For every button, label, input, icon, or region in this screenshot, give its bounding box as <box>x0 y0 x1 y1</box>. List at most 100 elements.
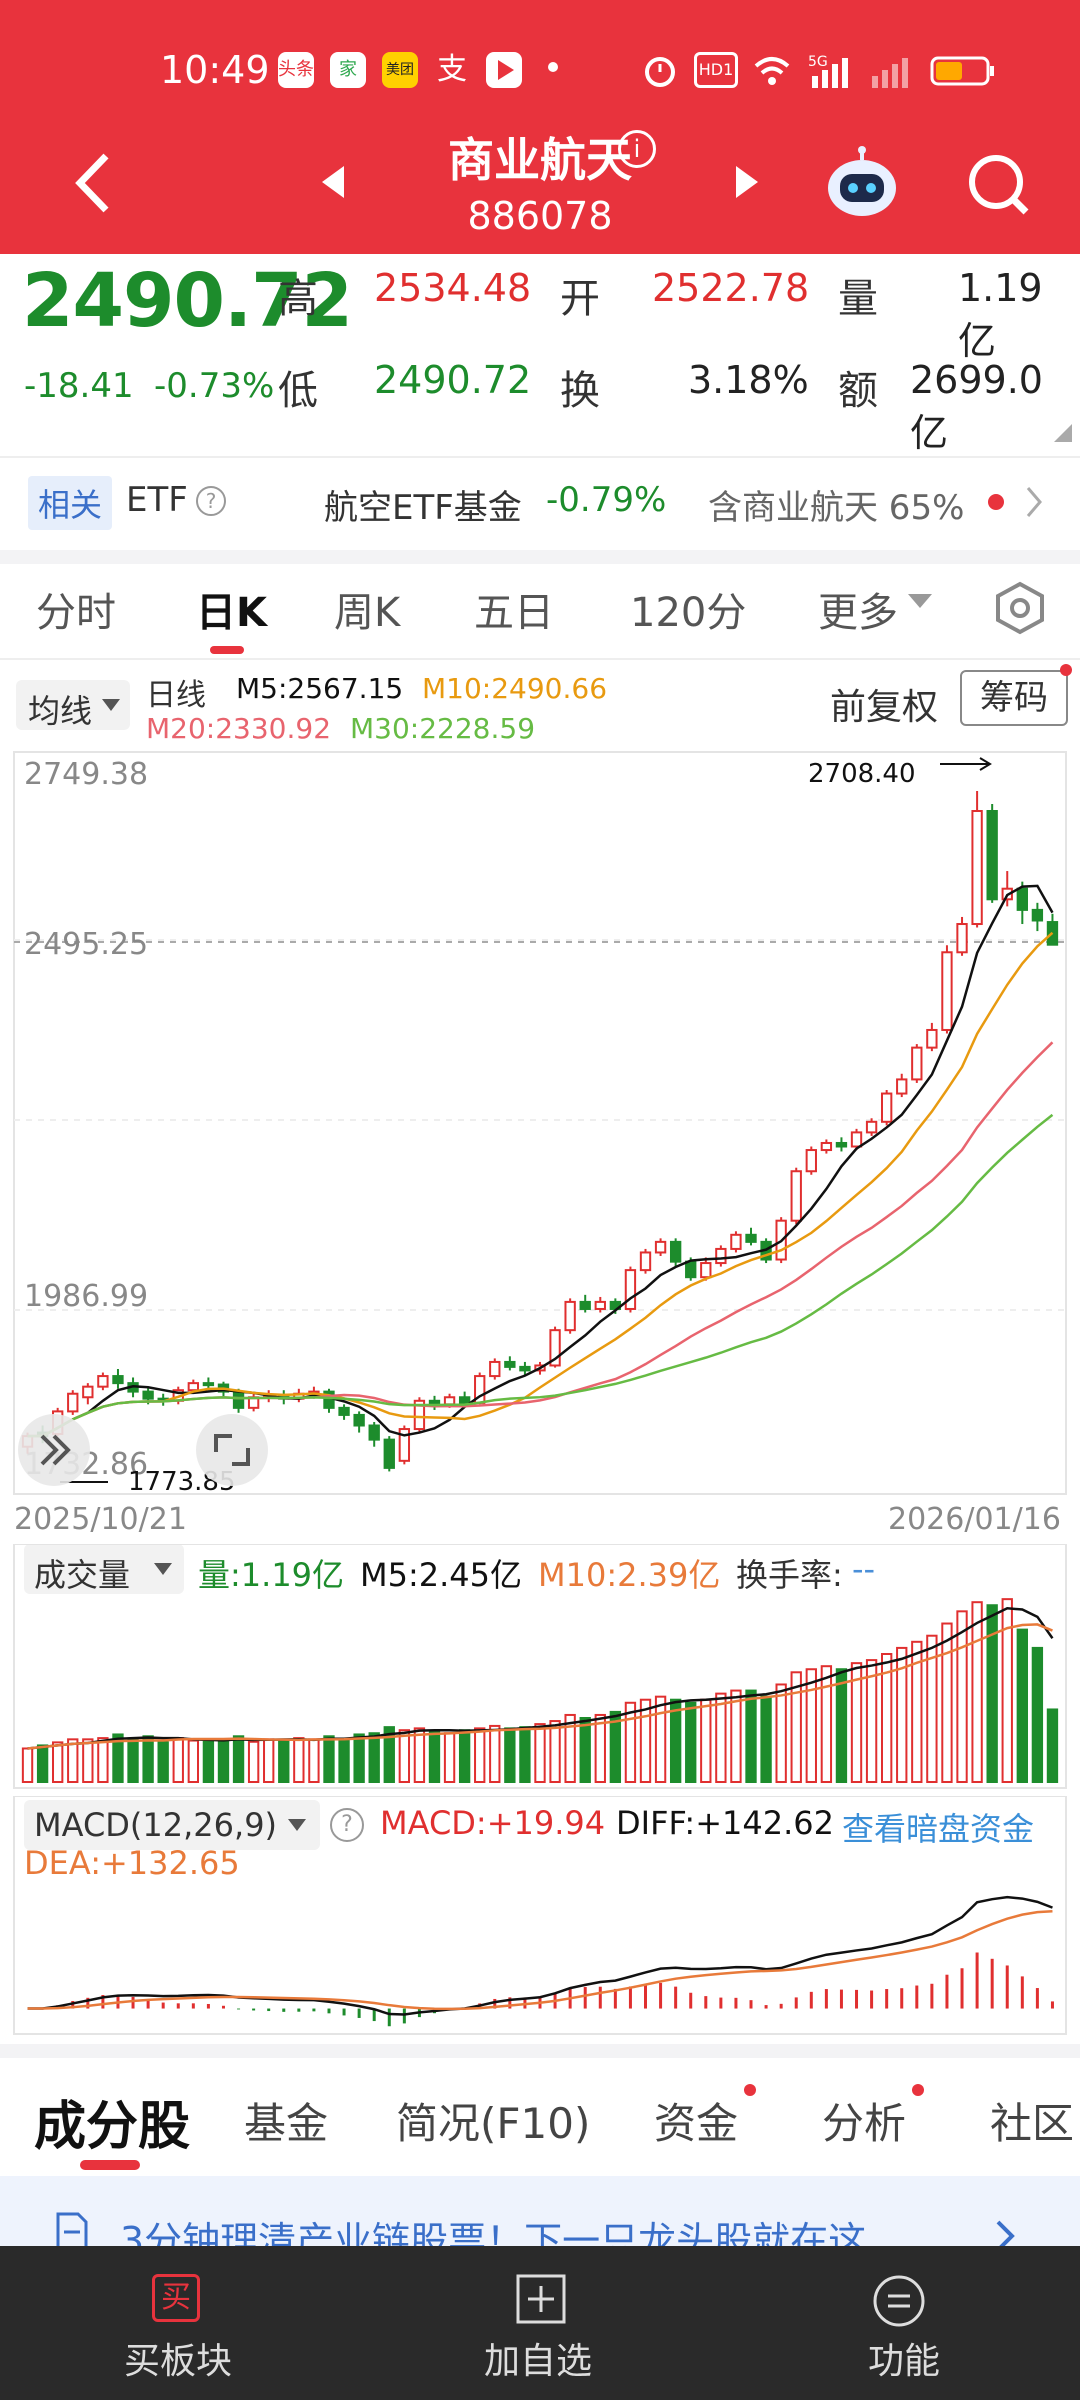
tab-daily-k[interactable]: 日K <box>196 590 267 636</box>
nav-buy-sector[interactable]: 买 买板块 <box>100 2246 260 2400</box>
high-label: 高 <box>278 276 318 322</box>
tab-capital-dot-icon <box>744 2084 756 2096</box>
dea-value: DEA:+132.65 <box>24 1844 240 1882</box>
volume-bar <box>187 1739 200 1784</box>
volume-bar <box>443 1732 456 1784</box>
macd-help-icon[interactable]: ? <box>330 1808 364 1842</box>
volume-bar <box>293 1737 305 1784</box>
volume-bar <box>669 1698 682 1783</box>
candle-body <box>353 1413 365 1427</box>
candle-body <box>715 1247 727 1265</box>
adjust-mode-button[interactable]: 前复权 <box>830 687 939 728</box>
settings-hexagon-icon[interactable] <box>992 580 1048 640</box>
tab-more[interactable]: 更多 <box>818 590 898 636</box>
volume-bar <box>157 1741 169 1783</box>
expand-corner-icon[interactable] <box>1054 424 1072 446</box>
turnover-value: 3.18% <box>688 358 809 402</box>
next-index-button[interactable] <box>732 162 762 206</box>
volume-chart[interactable] <box>0 1544 1080 1794</box>
macd-chart[interactable] <box>0 1796 1080 2038</box>
candle-body <box>654 1240 667 1254</box>
tab-capital[interactable]: 资金 <box>654 2099 739 2148</box>
kline-chart[interactable]: 2749.38 2495.25 1986.99 1732.86 2708.40 … <box>0 740 1080 1540</box>
fund-change: -0.79% <box>546 480 667 520</box>
volume-dropdown-button[interactable]: 成交量 <box>24 1544 184 1594</box>
nav-add-watchlist[interactable]: 加自选 <box>460 2246 620 2400</box>
dropdown-arrow-icon <box>154 1562 172 1581</box>
y-tick-price: 2495.25 <box>24 927 148 962</box>
high-value: 2534.48 <box>374 266 532 310</box>
candle-body <box>835 1141 848 1148</box>
ma-lines-group <box>27 884 1054 1438</box>
video-app-icon <box>486 52 522 88</box>
tab-community[interactable]: 社区 <box>990 2099 1075 2148</box>
volume-bar <box>489 1724 501 1784</box>
tab-analysis[interactable]: 分析 <box>822 2099 907 2148</box>
volume-bar <box>398 1729 411 1783</box>
candle-body <box>1031 908 1044 922</box>
candle-body <box>669 1240 682 1263</box>
candle-body <box>1016 887 1028 911</box>
robot-assistant-icon[interactable] <box>822 146 902 226</box>
search-icon[interactable] <box>964 150 1034 224</box>
fullscreen-button[interactable] <box>196 1414 268 1486</box>
info-icon[interactable]: i <box>618 130 656 168</box>
tab-constituents[interactable]: 成分股 <box>34 2097 191 2157</box>
y-tick-low: 1986.99 <box>24 1279 148 1314</box>
volume-bar <box>790 1671 802 1784</box>
tab-fund[interactable]: 基金 <box>244 2099 329 2148</box>
diff-value: DIFF:+142.62 <box>616 1804 834 1842</box>
divider <box>0 658 1080 660</box>
volume-bar <box>956 1610 968 1784</box>
tab-weekly-k[interactable]: 周K <box>334 590 401 636</box>
low-value: 2490.72 <box>374 358 532 402</box>
volume-bar <box>278 1739 290 1784</box>
volume-bar <box>127 1738 139 1783</box>
nav-functions[interactable]: 功能 <box>826 2246 986 2400</box>
volume-bar <box>715 1692 727 1783</box>
prev-index-button[interactable] <box>318 162 348 206</box>
related-etf-row[interactable]: 相关 ETF ? 航空ETF基金 -0.79% 含商业航天 65% <box>0 458 1080 550</box>
volume-bar <box>308 1738 320 1783</box>
signal-5g-icon: 5G <box>808 52 860 88</box>
dea-line <box>27 1909 1053 2011</box>
double-chevron-icon <box>40 1434 59 1466</box>
tab-120min[interactable]: 120分 <box>630 590 747 636</box>
volume-bar <box>458 1729 471 1783</box>
promo-banner[interactable]: 3分钟理清产业链股票！下一只龙头股就在这 <box>0 2176 1080 2263</box>
macd-dropdown-button[interactable]: MACD(12,26,9) <box>24 1800 320 1850</box>
candle-body <box>956 923 968 954</box>
candle-body <box>850 1131 863 1148</box>
candle-body <box>745 1233 757 1243</box>
candle-body <box>504 1360 516 1368</box>
back-button[interactable] <box>70 148 120 222</box>
candle-body <box>398 1428 411 1462</box>
dark-pool-link[interactable]: 查看暗盘资金 <box>842 1810 1035 1848</box>
red-dot-icon <box>988 494 1004 510</box>
volume-bar <box>971 1601 983 1783</box>
chip-button[interactable]: 筹码 <box>960 670 1068 726</box>
volume-bar <box>52 1741 64 1783</box>
ma-dropdown-button[interactable]: 均线 <box>16 680 130 730</box>
tab-five-day[interactable]: 五日 <box>474 590 554 636</box>
volume-bar <box>760 1695 772 1784</box>
bottom-nav: 买 买板块 加自选 功能 <box>0 2246 1080 2400</box>
tab-f10-overview[interactable]: 简况(F10) <box>396 2099 591 2148</box>
volume-bar <box>413 1727 426 1784</box>
volume-button-label: 成交量 <box>34 1556 131 1594</box>
volume-bar <box>745 1689 757 1783</box>
tab-intraday[interactable]: 分时 <box>36 590 116 636</box>
volume-m10: M10:2.39亿 <box>538 1556 721 1594</box>
document-icon <box>54 2212 90 2256</box>
divider <box>0 456 1080 458</box>
more-dropdown-icon[interactable] <box>908 594 932 614</box>
macd-value: MACD:+19.94 <box>380 1804 606 1842</box>
volume-bar <box>383 1726 395 1783</box>
volume-bar <box>700 1698 712 1783</box>
candle-body <box>489 1360 501 1378</box>
price-change: -18.41 <box>24 366 134 406</box>
help-icon[interactable]: ? <box>196 486 226 516</box>
candle-body <box>187 1382 200 1392</box>
candle-body <box>594 1300 606 1310</box>
